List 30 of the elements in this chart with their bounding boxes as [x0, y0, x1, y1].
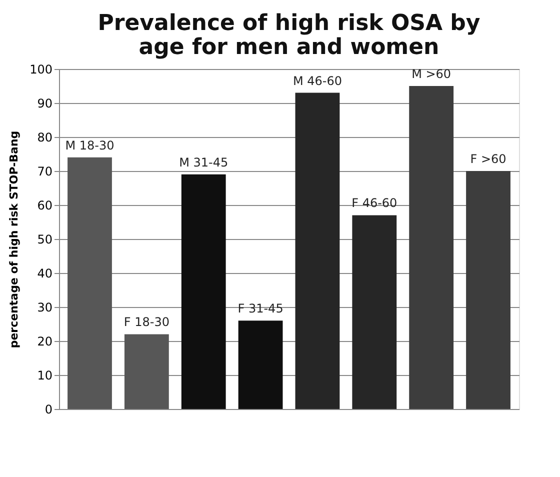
x-tick-label: F 31-45	[238, 302, 284, 316]
bar	[68, 157, 112, 409]
bar	[181, 174, 226, 409]
bar	[409, 86, 454, 409]
bar	[466, 171, 510, 409]
bar	[238, 320, 283, 409]
x-tick-label: M 18-30	[65, 138, 114, 152]
x-tick-label: M 46-60	[292, 74, 342, 88]
y-axis-title: percentage of high risk STOP-Bang	[8, 130, 21, 348]
bar	[352, 215, 397, 409]
y-tick-label: 50	[37, 232, 52, 246]
x-tick-label: F 18-30	[124, 315, 170, 330]
text: age for men and women	[138, 35, 440, 60]
y-tick-label: 80	[37, 130, 52, 144]
bar	[124, 334, 169, 409]
y-tick-label: 40	[37, 266, 52, 280]
x-tick-label: F >60	[470, 152, 506, 166]
y-tick-label: 60	[37, 198, 52, 212]
y-tick-label: 90	[37, 96, 52, 110]
y-tick-label: 10	[37, 368, 52, 382]
x-tick-label: M >60	[412, 67, 452, 81]
y-tick-label: 70	[37, 164, 52, 178]
text: Prevalence of high risk OSA by	[98, 11, 480, 36]
y-tick-label: 20	[37, 334, 52, 348]
y-tick-label: 30	[37, 300, 52, 314]
x-tick-label: M 31-45	[179, 155, 228, 170]
y-tick-label: 100	[30, 62, 52, 76]
bar	[295, 92, 340, 409]
y-tick-label: 0	[44, 402, 52, 416]
x-tick-label: F 46-60	[352, 196, 398, 210]
